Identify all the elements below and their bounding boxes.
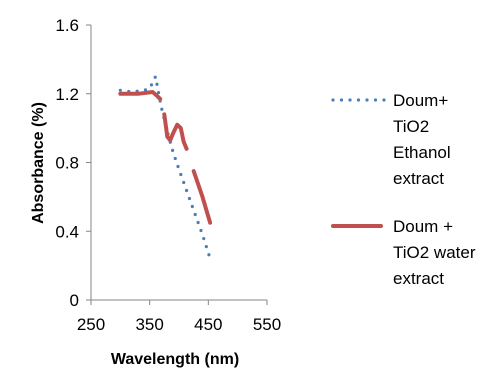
series-line-water-extract (191, 169, 213, 225)
y-tick-label: 1.6 (55, 16, 79, 35)
x-tick-label: 250 (77, 315, 105, 334)
y-tick-label: 1.2 (55, 85, 79, 104)
y-tick-label: 0.4 (55, 222, 79, 241)
legend-label-water-extract: Doum + (393, 217, 453, 236)
tick-labels: 0 0.4 0.8 1.2 1.6 250 350 450 550 (55, 16, 281, 334)
y-axis-title: Absorbance (%) (30, 102, 47, 224)
x-axis-title: Wavelength (nm) (111, 351, 239, 368)
y-tick-label: 0.8 (55, 154, 79, 173)
legend-label-ethanol-extract: extract (393, 169, 444, 188)
legend-label-ethanol-extract: TiO2 (393, 117, 429, 136)
x-tick-label: 450 (194, 315, 222, 334)
plot-area (118, 71, 213, 264)
legend-label-ethanol-extract: Ethanol (393, 143, 451, 162)
y-tick-label: 0 (70, 291, 79, 310)
legend-label-ethanol-extract: Doum+ (393, 91, 448, 110)
legend-label-water-extract: extract (393, 269, 444, 288)
series-line-water-extract (162, 112, 189, 151)
x-tick-label: 350 (135, 315, 163, 334)
legend-label-water-extract: TiO2 water (393, 243, 476, 262)
series-line-water-extract (118, 90, 163, 101)
axes (86, 24, 268, 305)
legend: Doum+ TiO2 Ethanol extract Doum + TiO2 water e… (331, 91, 476, 288)
series-line-ethanol-extract (118, 71, 213, 264)
x-tick-label: 550 (253, 315, 281, 334)
